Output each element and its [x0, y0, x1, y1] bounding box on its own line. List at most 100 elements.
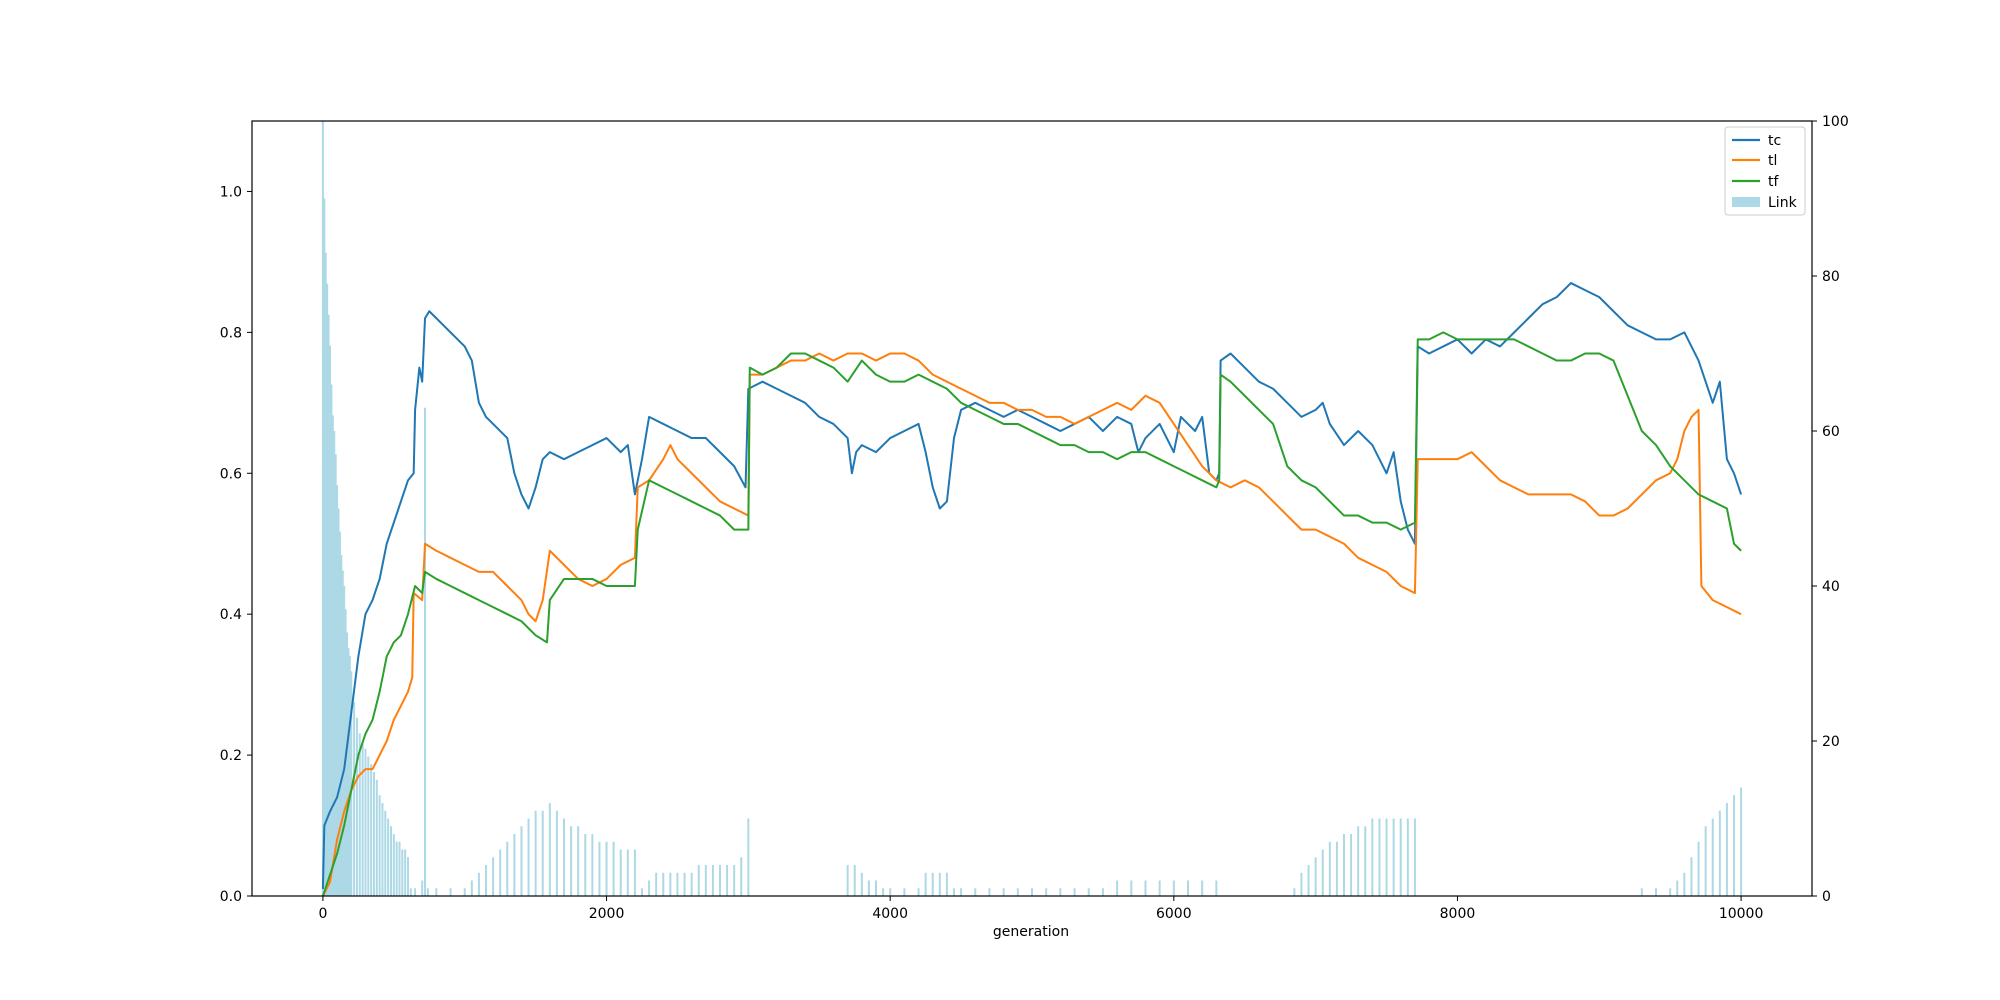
link-bar [1059, 888, 1062, 896]
link-bar [1314, 857, 1317, 896]
link-bar [470, 880, 473, 896]
link-bar [372, 772, 375, 896]
link-bar [555, 810, 558, 896]
link-bar [1187, 880, 1189, 896]
link-bar [584, 834, 587, 896]
link-bar [570, 826, 573, 896]
link-bar [350, 671, 353, 896]
link-bar [853, 865, 856, 896]
link-bar [541, 810, 544, 896]
link-bar [449, 888, 452, 896]
y-tick-label: 0.0 [220, 889, 242, 905]
link-bar [331, 415, 334, 896]
y-tick-label: 0.2 [220, 748, 242, 764]
link-bar [1697, 841, 1700, 896]
link-bar [733, 865, 736, 896]
link-bar [1718, 810, 1721, 896]
link-bar [499, 849, 502, 896]
link-bar [1385, 818, 1388, 896]
link-bar [534, 810, 537, 896]
link-bar [378, 795, 381, 896]
link-bar [477, 872, 480, 896]
link-bars [321, 121, 1743, 896]
link-bar [347, 648, 350, 896]
link-bar [1215, 880, 1218, 896]
link-bar [323, 198, 326, 896]
link-bar [1201, 880, 1204, 896]
link-bar [401, 849, 404, 896]
link-bar [492, 857, 495, 896]
legend-swatch-link [1732, 197, 1760, 207]
link-bar [435, 888, 438, 896]
link-bar [1087, 888, 1090, 896]
link-bar [1399, 818, 1402, 896]
link-bar [577, 826, 580, 896]
legend-label-link: Link [1768, 195, 1798, 211]
link-bar [882, 888, 885, 896]
link-bar [945, 872, 948, 896]
link-bar [1655, 888, 1657, 896]
link-bar [1172, 880, 1175, 896]
link-bar [387, 818, 390, 896]
link-bar [367, 756, 370, 896]
link-bar [1073, 888, 1076, 896]
link-bar [338, 531, 341, 896]
link-bar [321, 121, 324, 896]
link-bar [669, 872, 672, 896]
y2-tick-label: 100 [1822, 114, 1849, 130]
link-bar [336, 485, 339, 896]
link-bar [375, 779, 378, 896]
link-bar [719, 865, 721, 896]
link-bar [421, 880, 424, 896]
link-bar [361, 741, 364, 896]
link-bar [1300, 872, 1303, 896]
link-bar [346, 632, 349, 896]
plot-frame [251, 120, 1813, 897]
link-bar [1725, 803, 1728, 896]
y2-tick-label: 60 [1822, 424, 1840, 440]
link-bar [747, 818, 750, 896]
link-bar [683, 872, 686, 896]
link-bar [676, 872, 679, 896]
link-bar [633, 849, 636, 896]
link-bar [398, 841, 401, 896]
link-bar [1321, 849, 1324, 896]
link-bar [690, 872, 693, 896]
link-bar [506, 841, 509, 896]
link-bar [327, 314, 330, 896]
legend-box [1724, 126, 1806, 216]
legend-label-tl: tl [1768, 153, 1777, 169]
link-bar [326, 283, 329, 896]
link-bar [407, 857, 409, 896]
link-bar [662, 872, 665, 896]
link-bar [1669, 888, 1672, 896]
link-bar [1378, 818, 1381, 896]
link-bar [1740, 787, 1743, 896]
y-axis-right: 0 20 40 60 80 100 [1812, 114, 1849, 905]
link-bar [1116, 880, 1119, 896]
y-tick-label: 0.4 [220, 607, 242, 623]
link-bar [340, 555, 343, 896]
x-tick-label: 8000 [1440, 906, 1476, 922]
link-bar [513, 834, 516, 896]
link-bar [740, 857, 743, 896]
link-bar [358, 733, 361, 896]
link-bar [605, 841, 608, 896]
link-bar [527, 818, 530, 896]
link-bar [726, 865, 729, 896]
y-axis-left: 0.0 0.2 0.4 0.6 0.8 1.0 [220, 184, 252, 905]
link-bar [404, 849, 407, 896]
link-bar [1031, 888, 1033, 896]
link-bar [1101, 888, 1104, 896]
link-bar [1002, 888, 1005, 896]
y2-tick-label: 80 [1822, 269, 1840, 285]
link-bar [860, 872, 863, 896]
legend-label-tc: tc [1768, 133, 1781, 149]
series-line-tf [321, 331, 1742, 897]
link-bar [626, 849, 629, 896]
link-bar [520, 826, 523, 896]
link-bar [1640, 888, 1643, 896]
link-bar [370, 764, 373, 896]
link-bar [1130, 880, 1133, 896]
